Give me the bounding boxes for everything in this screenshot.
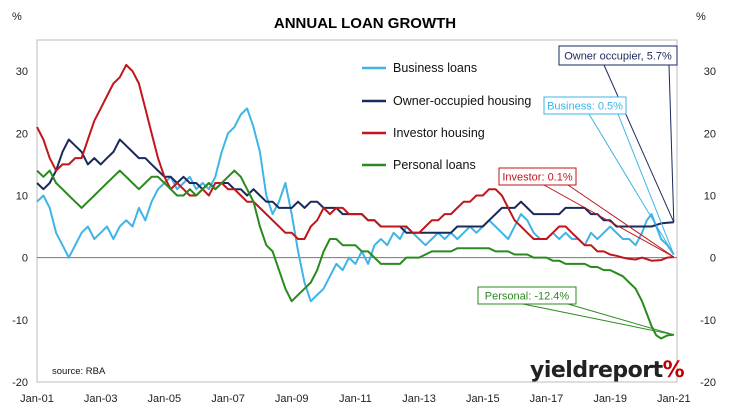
x-tick: Jan-01 bbox=[20, 393, 54, 405]
y-tick-right: -20 bbox=[700, 377, 716, 389]
callout-leader bbox=[588, 113, 675, 255]
left-axis-unit: % bbox=[12, 11, 22, 23]
x-tick: Jan-05 bbox=[148, 393, 182, 405]
y-tick-right: 20 bbox=[704, 128, 716, 140]
series-line-3 bbox=[36, 169, 674, 340]
x-tick: Jan-03 bbox=[84, 393, 118, 405]
callouts: Owner occupier, 5.7% Business: 0.5% Invest… bbox=[477, 45, 678, 336]
callout-leader bbox=[668, 64, 675, 223]
x-tick: Jan-13 bbox=[402, 393, 436, 405]
callout-leader bbox=[543, 184, 675, 258]
callout-label: Business: 0.5% bbox=[547, 101, 623, 113]
legend-label: Personal loans bbox=[393, 158, 476, 172]
callout-box bbox=[558, 45, 678, 66]
x-tick: Jan-15 bbox=[466, 393, 500, 405]
series-line-1 bbox=[36, 138, 674, 234]
x-tick: Jan-07 bbox=[211, 393, 245, 405]
y-tick-left: 30 bbox=[16, 66, 28, 78]
callout-leader bbox=[567, 184, 675, 258]
legend-label: Owner-occupied housing bbox=[393, 94, 531, 108]
y-tick-left: -10 bbox=[12, 315, 28, 327]
series-line-0 bbox=[36, 107, 675, 303]
callout-label: Owner occupier, 5.7% bbox=[564, 51, 672, 63]
x-tick: Jan-11 bbox=[339, 393, 372, 405]
callout-box bbox=[498, 167, 577, 186]
legend-label: Investor housing bbox=[393, 126, 485, 140]
y-tick-right: 30 bbox=[704, 66, 716, 78]
brand-accent: % bbox=[663, 358, 685, 383]
plot-area-frame bbox=[36, 39, 678, 383]
y-tick-right: 10 bbox=[704, 190, 716, 202]
y-tick-left: 20 bbox=[16, 128, 28, 140]
y-tick-left: 0 bbox=[22, 253, 28, 265]
y-tick-left: 10 bbox=[16, 190, 28, 202]
callout-label: Investor: 0.1% bbox=[502, 172, 573, 184]
brand-logo: yieldreport% bbox=[530, 358, 685, 383]
y-tick-left: -20 bbox=[12, 377, 28, 389]
callout-box bbox=[543, 96, 627, 115]
callout-leader bbox=[603, 64, 675, 223]
callout-label: Personal: -12.4% bbox=[485, 291, 570, 303]
x-tick: Jan-19 bbox=[593, 393, 627, 405]
source-note: source: RBA bbox=[52, 366, 106, 377]
y-tick-right: 0 bbox=[710, 253, 716, 265]
brand-main: yieldreport bbox=[530, 358, 664, 383]
x-tick: Jan-09 bbox=[275, 393, 309, 405]
callout-leader bbox=[522, 303, 674, 336]
series-lines bbox=[36, 63, 675, 340]
callout-leader bbox=[567, 303, 674, 336]
callout-box bbox=[477, 286, 577, 305]
x-tick: Jan-21 bbox=[657, 393, 691, 405]
right-axis-unit: % bbox=[696, 11, 706, 23]
axes: -20 -20 -10 -10 0 0 10 10 20 20 30 30 Jan-01 Jan-03 Ja… bbox=[12, 66, 716, 405]
series-line-2 bbox=[36, 63, 674, 262]
callout-leader bbox=[617, 113, 675, 255]
y-tick-right: -10 bbox=[700, 315, 716, 327]
chart-title: ANNUAL LOAN GROWTH bbox=[274, 15, 456, 32]
legend-label: Business loans bbox=[393, 61, 477, 75]
legend: Business loans Owner-occupied housing Inve… bbox=[362, 61, 531, 172]
x-tick: Jan-17 bbox=[530, 393, 564, 405]
